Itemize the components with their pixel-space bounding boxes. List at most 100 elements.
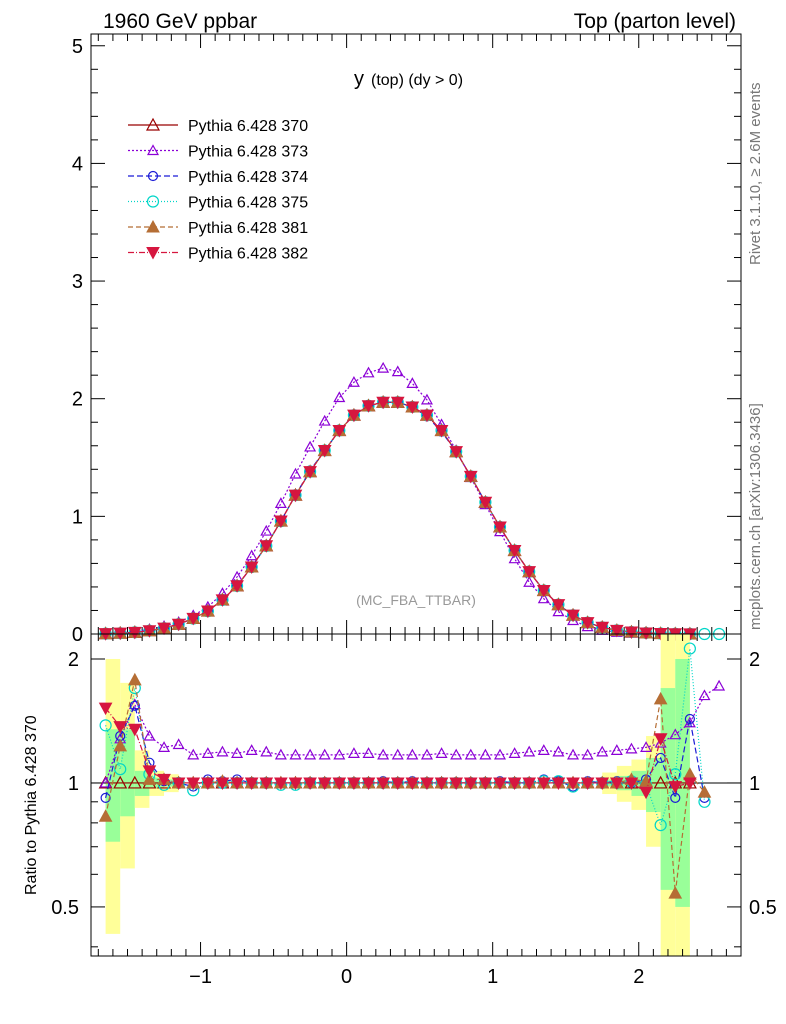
ratio-point-382 [98,702,113,716]
data-point-382 [171,618,186,632]
header-process: Top (parton level) [574,10,736,33]
ratio-y-tick-label-right: 1 [749,773,760,795]
ratio-point-373 [99,776,112,788]
data-point-373 [274,497,287,509]
main-y-tick-label: 1 [72,506,83,528]
legend-label-381: Pythia 6.428 381 [188,220,308,237]
ratio-point-381 [668,886,683,899]
ratio-point-382 [683,777,697,791]
data-point-382 [390,396,405,410]
main-y-tick-label: 0 [72,624,83,646]
plot-title-variable: y [354,68,364,90]
legend-label-382: Pythia 6.428 382 [188,246,308,263]
ratio-y-axis-label: Ratio to Pythia 6.428 370 [23,715,40,895]
data-point-382 [259,540,274,553]
ratio-point-382 [127,723,142,737]
ratio-point-373 [508,747,521,758]
ratio-point-373 [654,736,667,748]
ratio-x-tick-label: 2 [633,966,644,988]
data-point-382 [157,622,171,636]
ratio-point-382 [171,777,186,791]
ratio-point-382 [259,777,274,791]
ratio-point-373 [187,748,200,760]
data-point-382 [215,594,230,607]
ratio-point-373 [333,748,346,760]
ratio-point-373 [537,744,550,755]
ratio-point-381 [113,738,128,752]
ratio-point-373 [158,741,171,752]
ratio-point-373 [669,728,682,740]
legend-label-375: Pythia 6.428 375 [188,195,308,212]
ratio-point-373 [304,748,317,760]
data-point-373 [333,391,346,403]
ratio-band-green [646,757,661,813]
data-point-373 [289,467,302,479]
ratio-point-373 [610,744,623,755]
data-point-382 [186,612,201,626]
ratio-x-tick-label: −1 [189,966,212,988]
data-point-373 [537,592,550,604]
data-point-382 [274,515,288,529]
ratio-point-382 [653,733,668,746]
data-point-382 [522,566,537,579]
ratio-point-373 [274,748,287,760]
data-point-382 [244,561,259,574]
ratio-point-373 [143,729,156,741]
data-point-382 [536,584,551,598]
data-point-373 [391,365,404,377]
data-point-382 [347,409,361,423]
ratio-point-382 [595,777,610,791]
ratio-y-tick-label-right: 2 [749,649,760,671]
ratio-point-381 [653,691,668,705]
ratio-point-382 [463,777,478,791]
ratio-x-tick-label: 0 [341,966,352,988]
data-point-373 [406,377,419,389]
ratio-point-382 [347,777,361,791]
data-point-373 [304,440,317,452]
data-point-382 [434,424,449,438]
ratio-line-375 [105,648,706,828]
ratio-point-373 [420,748,433,760]
data-point-382 [639,627,653,640]
data-point-382 [551,599,566,612]
data-point-382 [317,444,332,458]
legend-marker-373 [146,144,160,156]
ratio-point-382 [536,777,551,791]
ratio-y-tick-label-left: 2 [68,649,79,671]
ratio-point-375 [654,819,667,832]
data-point-382 [127,626,142,640]
ratio-point-381 [98,809,113,822]
legend: Pythia 6.428 370 Pythia 6.428 373 Pythia 6… [128,117,308,263]
ratio-point-375 [114,763,127,776]
ratio-point-382 [332,777,347,791]
ratio-point-373 [289,748,302,760]
ratio-point-382 [449,777,464,791]
ratio-point-374 [129,700,140,711]
data-point-382 [624,626,639,640]
ratio-point-373 [581,748,594,760]
ratio-x-tick-label: 1 [487,966,498,988]
data-point-382 [580,617,595,630]
data-point-382 [376,396,390,410]
ratio-point-381 [697,785,712,798]
data-point-382 [507,544,522,558]
ratio-point-373 [713,679,726,691]
legend-marker-370 [145,117,161,131]
data-point-382 [566,609,580,623]
ratio-point-382 [493,777,507,791]
legend-marker-382 [146,247,160,260]
legend-label-370: Pythia 6.428 370 [188,118,308,135]
mcplots-label: mcplots.cern.ch [arXiv:1306.3436] [747,403,764,630]
ratio-point-373 [216,745,229,757]
ratio-point-381 [127,672,142,686]
data-point-373 [318,414,331,426]
ratio-point-373 [362,747,375,758]
ratio-point-382 [288,777,303,791]
data-point-382 [595,621,610,635]
ratio-point-375 [99,719,112,732]
ratio-point-375 [683,642,696,655]
ratio-point-370 [653,775,668,789]
legend-label-374: Pythia 6.428 374 [188,169,308,186]
ratio-point-382 [157,773,171,787]
ratio-point-382 [610,777,624,791]
